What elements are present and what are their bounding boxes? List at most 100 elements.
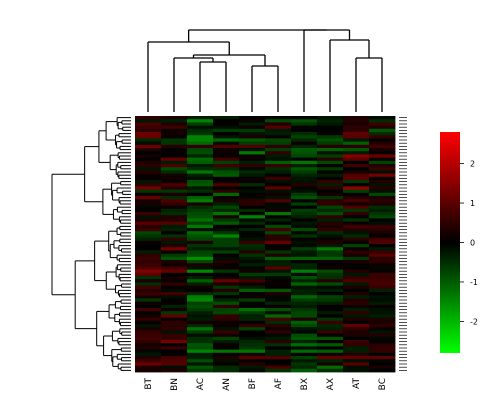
heatmap-cell — [239, 122, 266, 126]
heatmap-cell — [135, 247, 162, 251]
heatmap-cell — [135, 221, 162, 226]
heatmap-cell — [343, 253, 370, 258]
heatmap-cell — [265, 253, 292, 258]
heatmap-cell — [369, 282, 396, 286]
heatmap-cell — [239, 330, 266, 334]
heatmap-cell — [187, 362, 214, 366]
heatmap-cell — [291, 132, 318, 136]
heatmap-cell — [161, 352, 188, 357]
heatmap-cell — [265, 167, 292, 171]
heatmap-cell — [239, 189, 266, 194]
heatmap-cell — [291, 352, 318, 357]
heatmap-cell — [291, 340, 318, 344]
heatmap-cell — [369, 301, 396, 306]
heatmap-cell — [239, 176, 266, 181]
heatmap-cell — [291, 116, 318, 120]
heatmap-cell — [265, 365, 292, 370]
heatmap-cell — [187, 215, 214, 219]
heatmap-cell — [317, 167, 344, 171]
heatmap-cell — [213, 359, 240, 363]
heatmap-cell — [161, 176, 188, 181]
heatmap-cell — [265, 320, 292, 325]
heatmap-cell — [239, 119, 266, 123]
heatmap-cell — [291, 208, 318, 213]
heatmap-cell — [135, 138, 162, 142]
heatmap-cell — [369, 365, 396, 370]
heatmap-cell — [135, 202, 162, 206]
heatmap-cell — [239, 298, 266, 302]
heatmap-cell — [239, 135, 266, 139]
heatmap-cell — [265, 324, 292, 328]
heatmap-cell — [291, 279, 318, 283]
heatmap-cell — [317, 180, 344, 184]
column-label: BN — [170, 378, 180, 391]
heatmap-cell — [213, 176, 240, 181]
heatmap-cell — [343, 250, 370, 254]
heatmap-cell — [343, 282, 370, 286]
heatmap-cell — [187, 282, 214, 286]
heatmap-cell — [291, 218, 318, 222]
heatmap-cell — [317, 276, 344, 280]
heatmap-cell — [239, 250, 266, 254]
heatmap-cell — [239, 359, 266, 363]
heatmap-cell — [161, 295, 188, 299]
heatmap-cell — [135, 205, 162, 210]
heatmap-cell — [213, 340, 240, 344]
heatmap-cell — [187, 346, 214, 350]
heatmap-cell — [187, 301, 214, 306]
heatmap-cell — [135, 359, 162, 363]
heatmap-cell — [317, 314, 344, 318]
heatmap-cell — [135, 180, 162, 184]
heatmap-cell — [187, 279, 214, 283]
heatmap-cell — [161, 269, 188, 274]
heatmap-cell — [369, 279, 396, 283]
heatmap-cell — [239, 285, 266, 290]
heatmap-cell — [369, 362, 396, 366]
heatmap-cell — [265, 221, 292, 226]
heatmap-cell — [187, 276, 214, 280]
heatmap-cell — [187, 285, 214, 290]
heatmap-cell — [369, 199, 396, 203]
heatmap-cell — [291, 295, 318, 299]
heatmap-cell — [187, 199, 214, 203]
heatmap-cell — [135, 122, 162, 126]
heatmap-cell — [213, 288, 240, 293]
heatmap-cell — [265, 164, 292, 168]
heatmap-cell — [317, 122, 344, 126]
heatmap-cell — [369, 205, 396, 210]
heatmap-cell — [317, 285, 344, 290]
heatmap-cell — [369, 128, 396, 133]
heatmap-cell — [213, 212, 240, 216]
heatmap-cell — [369, 298, 396, 302]
heatmap-cell — [369, 276, 396, 280]
heatmap-cell — [161, 215, 188, 219]
heatmap-cell — [291, 212, 318, 216]
heatmap-cell — [213, 144, 240, 149]
heatmap-cell — [161, 282, 188, 286]
heatmap-cell — [161, 304, 188, 309]
heatmap-cell — [291, 173, 318, 178]
heatmap-cell — [343, 180, 370, 184]
heatmap-cell — [213, 205, 240, 210]
heatmap-cell — [161, 301, 188, 306]
heatmap-cell — [187, 340, 214, 344]
heatmap-cell — [213, 349, 240, 354]
heatmap-cell — [317, 263, 344, 267]
heatmap-cell — [161, 237, 188, 242]
heatmap-cell — [343, 138, 370, 142]
heatmap-cell — [343, 330, 370, 334]
row-dendrogram — [51, 117, 131, 371]
heatmap-cell — [213, 228, 240, 232]
heatmap-cell — [187, 266, 214, 270]
heatmap-cell — [187, 212, 214, 216]
heatmap-cell — [213, 362, 240, 366]
heatmap-cell — [265, 186, 292, 190]
heatmap-cell — [187, 221, 214, 226]
heatmap-cell — [213, 180, 240, 184]
heatmap-cell — [187, 240, 214, 245]
heatmap-cell — [317, 311, 344, 315]
heatmap-cell — [239, 272, 266, 277]
heatmap-cell — [265, 240, 292, 245]
heatmap-cell — [343, 132, 370, 136]
